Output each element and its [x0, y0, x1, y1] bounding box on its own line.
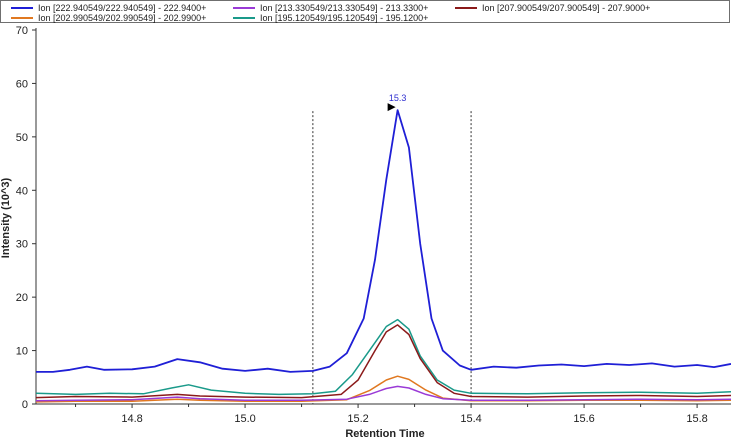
- legend-label: Ion [202.990549/202.990549] - 202.9900+: [38, 12, 207, 23]
- y-tick-label: 40: [16, 185, 28, 197]
- legend-swatch: [11, 6, 33, 9]
- axes: 0 10 20 30 40 50 60 70 14.8 15.0 15.2 15.4 15.6 15.8: [16, 25, 731, 425]
- legend-item: Ion [207.900549/207.900549] - 207.9000+: [455, 2, 650, 13]
- series-line: [35, 318, 731, 396]
- legend-item: Ion [195.120549/195.120549] - 195.1200+: [233, 12, 428, 23]
- legend-swatch: [233, 16, 255, 19]
- legend-label: Ion [207.900549/207.900549] - 207.9000+: [482, 2, 651, 13]
- x-tick-label: 15.8: [686, 413, 707, 425]
- series-group: [35, 109, 731, 403]
- legend-label: Ion [222.940549/222.940549] - 222.9400+: [38, 2, 207, 13]
- peak-marker: [387, 103, 396, 112]
- y-tick-label: 20: [16, 292, 28, 304]
- series-line: [35, 324, 731, 399]
- x-tick-label: 14.8: [121, 413, 142, 425]
- x-tick-label: 15.2: [347, 413, 368, 425]
- x-axis-title: Retention Time: [345, 428, 424, 440]
- legend-swatch: [455, 6, 477, 9]
- y-tick-label: 50: [16, 132, 28, 144]
- legend-item: Ion [213.330549/213.330549] - 213.3300+: [233, 2, 428, 13]
- legend-label: Ion [195.120549/195.120549] - 195.1200+: [260, 12, 429, 23]
- integration-bounds: [312, 111, 472, 404]
- series-line: [35, 385, 731, 402]
- peak-label: 15.3: [389, 93, 407, 103]
- y-tick-label: 70: [16, 25, 28, 37]
- series-line: [36, 109, 731, 373]
- legend-label: Ion [213.330549/213.330549] - 213.3300+: [260, 2, 429, 13]
- y-tick-label: 0: [22, 399, 28, 411]
- legend-item: Ion [202.990549/202.990549] - 202.9900+: [11, 12, 206, 23]
- y-axis-title: Intensity (10^3): [0, 177, 12, 258]
- x-tick-label: 15.4: [460, 413, 481, 425]
- x-tick-label: 15.0: [234, 413, 255, 425]
- x-tick-label: 15.6: [573, 413, 594, 425]
- y-tick-label: 60: [16, 78, 28, 90]
- peak-annotation: 15.3: [387, 93, 407, 112]
- y-tick-label: 10: [16, 346, 28, 358]
- legend-swatch: [233, 6, 255, 9]
- chart-legend: Ion [222.940549/222.940549] - 222.9400+ …: [0, 0, 730, 23]
- legend-item: Ion [222.940549/222.940549] - 222.9400+: [11, 2, 206, 13]
- y-tick-label: 30: [16, 239, 28, 251]
- legend-swatch: [11, 16, 33, 19]
